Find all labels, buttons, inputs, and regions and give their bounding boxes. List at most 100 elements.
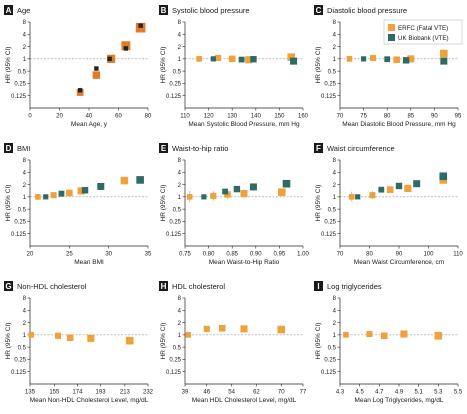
y-tick-label: 0.5 xyxy=(18,345,27,351)
legend-swatch xyxy=(388,34,395,41)
panel-letter-badge xyxy=(4,143,13,153)
y-tick-label: 8 xyxy=(178,20,182,26)
y-tick-label: 0.25 xyxy=(324,82,336,88)
panel-letter-badge xyxy=(159,281,168,291)
x-tick-label: 80 xyxy=(384,114,391,120)
x-axis-label: Mean Non-HDL Cholesterol Level, mg/dL xyxy=(30,397,149,404)
y-tick-label: 1 xyxy=(333,195,337,201)
x-axis-label: Mean HDL Cholesterol Level, mg/dL xyxy=(192,397,297,404)
x-axis-label: Mean Diastolic Blood Pressure, mm Hg xyxy=(342,121,456,128)
data-point-erfc xyxy=(214,54,222,62)
data-point-ukb xyxy=(81,187,89,194)
y-tick-label: 0.25 xyxy=(14,220,26,226)
data-point-erfc xyxy=(440,49,448,58)
data-point-ukb xyxy=(384,56,391,63)
chart-panel-e: E Waist-to-hip ratio 8 4 2 1 0.5 0.25 0.125 0.75 0… xyxy=(159,143,309,266)
x-tick-label: 150 xyxy=(274,114,285,120)
data-point-erfc xyxy=(407,55,415,63)
y-tick-label: 0.125 xyxy=(321,370,337,376)
panel-letter: G xyxy=(5,282,11,291)
data-point-erfc xyxy=(287,53,295,61)
x-tick-label: 54 xyxy=(228,390,235,396)
data-point-erfc xyxy=(66,189,73,197)
y-axis-label: HR (95% CI) xyxy=(160,323,167,360)
panel-letter: I xyxy=(317,282,319,291)
y-tick-label: 0.5 xyxy=(328,69,337,75)
y-tick-label: 4 xyxy=(178,32,182,38)
y-tick-label: 4 xyxy=(333,308,337,314)
x-tick-label: 5.3 xyxy=(434,390,443,396)
panel-letter: H xyxy=(161,282,167,291)
y-tick-label: 4 xyxy=(178,170,182,176)
y-tick-label: 0.25 xyxy=(169,220,181,226)
y-tick-label: 4 xyxy=(23,170,27,176)
x-tick-label: 95 xyxy=(455,114,462,120)
y-tick-label: 0.125 xyxy=(11,232,27,238)
x-tick-label: 0.85 xyxy=(226,252,238,258)
y-tick-label: 0.5 xyxy=(18,207,27,213)
data-point-erfc xyxy=(92,71,101,79)
y-tick-label: 0.25 xyxy=(169,358,181,364)
y-tick-label: 1 xyxy=(333,333,337,339)
chart-panel-b: B Systolic blood pressure 8 4 2 1 0.5 0.25 0.125… xyxy=(159,5,309,128)
data-point-erfc xyxy=(369,54,377,62)
y-tick-label: 8 xyxy=(178,296,182,302)
data-point-erfc xyxy=(434,331,443,340)
panel-letter: A xyxy=(6,6,12,15)
data-point-erfc xyxy=(240,190,248,198)
y-tick-label: 0.125 xyxy=(321,232,337,238)
x-tick-label: 0.75 xyxy=(179,252,191,258)
legend-label: UK Biobank (VTE) xyxy=(398,35,449,42)
y-tick-label: 1 xyxy=(178,195,182,201)
data-point-erfc xyxy=(393,56,400,64)
legend-swatch xyxy=(388,24,395,31)
y-axis-label: HR (95% CI) xyxy=(160,185,167,222)
x-tick-label: 213 xyxy=(120,390,131,396)
legend-label: ERFC (Fatal VTE) xyxy=(398,25,448,32)
data-point-erfc xyxy=(185,332,191,338)
y-axis-label: HR (95% CI) xyxy=(315,185,322,222)
data-point-erfc xyxy=(120,176,129,185)
x-tick-label: 90 xyxy=(396,252,403,258)
y-tick-label: 0.25 xyxy=(324,358,336,364)
x-tick-label: 140 xyxy=(251,114,262,120)
data-point-erfc xyxy=(125,336,134,345)
x-tick-label: 46 xyxy=(203,390,210,396)
x-axis-label: Mean Age, y xyxy=(71,121,108,128)
panel-title: Non-HDL cholesterol xyxy=(17,282,87,291)
panel-letter-badge xyxy=(314,143,323,153)
panel-letter: C xyxy=(316,6,322,15)
x-tick-label: 77 xyxy=(300,390,307,396)
data-point-erfc xyxy=(203,325,210,332)
data-point-ukb xyxy=(123,46,129,51)
chart-panel-f: F Waist circumference 8 4 2 1 0.5 0.25 0.125 70 80… xyxy=(314,143,463,266)
data-point-erfc xyxy=(218,324,226,332)
x-tick-label: 0.95 xyxy=(274,252,286,258)
y-tick-label: 0.125 xyxy=(11,370,27,376)
data-point-erfc xyxy=(87,334,95,342)
x-tick-label: 90 xyxy=(431,114,438,120)
data-point-erfc xyxy=(77,187,85,195)
y-tick-label: 0.5 xyxy=(173,345,182,351)
x-tick-label: 60 xyxy=(115,114,122,120)
y-tick-label: 0.5 xyxy=(173,207,182,213)
data-point-ukb xyxy=(201,194,207,200)
data-point-ukb xyxy=(97,182,105,190)
data-point-ukb xyxy=(413,180,421,188)
data-point-ukb xyxy=(94,66,99,71)
x-axis-label: Mean Waist-to-Hip Ratio xyxy=(209,259,280,266)
chart-panel-g: G Non-HDL cholesterol 8 4 2 1 0.5 0.25 0.125 135 1… xyxy=(4,281,154,404)
y-tick-label: 1 xyxy=(333,57,337,63)
data-point-ukb xyxy=(250,56,257,63)
data-point-erfc xyxy=(66,334,74,342)
x-tick-label: 4.7 xyxy=(375,390,384,396)
data-point-erfc xyxy=(50,192,57,199)
x-tick-label: 4.9 xyxy=(395,390,404,396)
data-point-erfc xyxy=(245,56,253,64)
y-tick-label: 2 xyxy=(23,45,27,51)
data-point-ukb xyxy=(58,190,65,197)
panel-title: Waist-to-hip ratio xyxy=(172,144,228,153)
y-tick-label: 0.5 xyxy=(173,69,182,75)
x-tick-label: 70 xyxy=(337,114,344,120)
y-tick-label: 4 xyxy=(178,308,182,314)
